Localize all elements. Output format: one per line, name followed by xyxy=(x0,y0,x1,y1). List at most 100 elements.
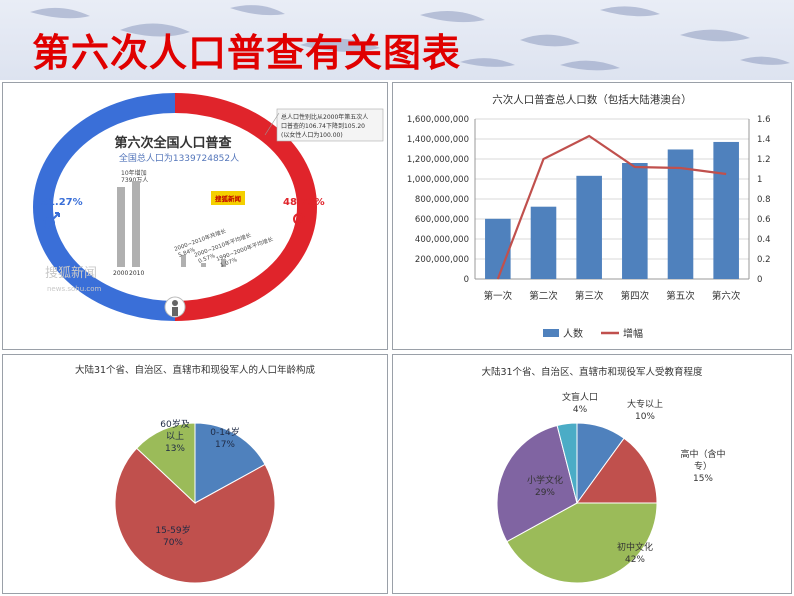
pie-label: 专） xyxy=(694,460,712,472)
callout-line1: 总人口性别比从2000年第五次人 xyxy=(281,113,368,121)
bar xyxy=(713,141,739,279)
x-tick-label: 第四次 xyxy=(621,290,650,302)
pie-slice xyxy=(135,422,196,505)
y-left-tick: 1,200,000,000 xyxy=(407,155,469,165)
growth-line xyxy=(496,134,727,280)
y-right-tick: 0.8 xyxy=(757,195,771,205)
bar-2010 xyxy=(132,181,140,267)
y-left-tick: 1,400,000,000 xyxy=(407,135,469,145)
y-right-tick: 1.6 xyxy=(757,115,771,125)
female-percentage: 48.73% xyxy=(283,197,325,208)
pie-slice xyxy=(194,422,266,504)
legend-label-line: 增幅 xyxy=(623,327,643,340)
bar xyxy=(576,175,602,279)
y-left-tick: 400,000,000 xyxy=(415,235,469,245)
pie-percent: 10% xyxy=(635,412,655,422)
y-right-tick: 1 xyxy=(757,175,762,185)
infographic-subheading: 全国总人口为1339724852人 xyxy=(119,152,239,164)
y-right-tick: 0.4 xyxy=(757,235,771,245)
pie-slice xyxy=(576,437,658,504)
census-infographic: 第六次全国人口普查 全国总人口为1339724852人 10年增加 7390万人… xyxy=(33,93,384,321)
pie-label: 小学文化 xyxy=(527,474,563,486)
callout-line3: (以女性人口为100.00) xyxy=(281,131,343,139)
pie-percent: 4% xyxy=(573,405,588,415)
rate-value-1: 5.84% xyxy=(178,247,196,259)
y-left-tick: 1,600,000,000 xyxy=(407,115,469,125)
legend-label-bars: 人数 xyxy=(563,327,583,340)
y-left-tick: 800,000,000 xyxy=(415,195,469,205)
bar-2000 xyxy=(117,187,125,267)
bar-year-2000: 2000 xyxy=(113,270,128,277)
census-infographic-panel: 第六次全国人口普查 全国总人口为1339724852人 10年增加 7390万人… xyxy=(2,82,388,350)
infographic-heading: 第六次全国人口普查 xyxy=(114,135,232,151)
pie-label: 文盲人口 xyxy=(562,391,598,403)
pie-label: 初中文化 xyxy=(617,541,653,553)
education-panel: 大陆31个省、自治区、直辖市和现役军人受教育程度 大专以上 10% 高中（含中 专） 1… xyxy=(392,354,792,594)
pie-label: 以上 xyxy=(166,431,184,442)
rate-value-2: 0.57% xyxy=(198,253,216,265)
callout-box xyxy=(276,108,384,142)
bar xyxy=(530,206,557,279)
y-left-tick: 600,000,000 xyxy=(415,215,469,225)
age-structure-panel: 大陆31个省、自治区、直辖市和现役军人的人口年龄构成 0-14岁 17% 15-59… xyxy=(2,354,388,594)
education-chart-title: 大陆31个省、自治区、直辖市和现役军人受教育程度 xyxy=(481,366,703,378)
rate-bar-1 xyxy=(181,255,186,267)
pie-label: 高中（含中 xyxy=(680,448,725,460)
male-symbol-icon xyxy=(43,212,60,229)
population-chart-panel: 六次人口普查总人口数（包括大陆港澳台） 0 200,000,000 400,000,… xyxy=(392,82,792,350)
watermark: 搜狐新闻 xyxy=(45,265,97,281)
pie-percent: 17% xyxy=(215,440,235,450)
pie-percent: 42% xyxy=(625,555,645,565)
news-badge xyxy=(211,191,245,205)
rate-value-3: 1.07% xyxy=(220,257,238,269)
education-pie: 大陆31个省、自治区、直辖市和现役军人受教育程度 大专以上 10% 高中（含中专） 1… xyxy=(481,366,726,584)
age-chart-title: 大陆31个省、自治区、直辖市和现役军人的人口年龄构成 xyxy=(75,364,316,376)
x-tick-label: 第二次 xyxy=(529,290,558,302)
x-tick-label: 第六次 xyxy=(712,290,741,302)
female-arc xyxy=(174,93,317,321)
pie-slice xyxy=(114,447,276,584)
legend-swatch-bars xyxy=(543,329,559,337)
page-title: 第六次人口普查有关图表 xyxy=(32,31,462,75)
pie-label: 大专以上 xyxy=(627,398,663,410)
y-right-tick: 0.6 xyxy=(757,215,771,225)
y-left-tick: 1,000,000,000 xyxy=(407,175,469,185)
pie-percent: 13% xyxy=(165,444,185,454)
population-combo-chart: 六次人口普查总人口数（包括大陆港澳台） 0 200,000,000 400,000,… xyxy=(407,93,771,340)
pie-slice xyxy=(556,422,578,504)
bar xyxy=(667,149,694,279)
pie-slice xyxy=(506,502,658,584)
bar-label-line2: 7390万人 xyxy=(121,177,148,184)
female-symbol-icon xyxy=(293,213,305,233)
bar-year-2010: 2010 xyxy=(129,270,144,277)
watermark-url: news.sohu.com xyxy=(47,285,101,293)
bar-label-line1: 10年增加 xyxy=(121,169,147,177)
y-right-tick: 1.2 xyxy=(757,155,771,165)
male-percentage: 51.27% xyxy=(41,197,83,208)
x-tick-label: 第一次 xyxy=(484,290,513,302)
header-banner: 第六次人口普查有关图表 xyxy=(0,0,794,80)
pie-label: 0-14岁 xyxy=(210,426,239,438)
pie-slice xyxy=(496,424,578,543)
bar xyxy=(622,162,648,279)
pie-percent: 70% xyxy=(163,538,183,548)
person-icon xyxy=(164,296,186,318)
decorative-pattern xyxy=(30,5,790,71)
y-left-tick: 200,000,000 xyxy=(415,255,469,265)
chart-title: 六次人口普查总人口数（包括大陆港澳台） xyxy=(492,93,692,106)
y-left-tick: 0 xyxy=(464,275,469,285)
news-badge-text: 搜狐新闻 xyxy=(215,194,242,203)
x-tick-label: 第三次 xyxy=(575,290,604,302)
rate-bar-2 xyxy=(201,263,206,267)
rate-bar-3 xyxy=(221,259,226,267)
age-structure-pie: 大陆31个省、自治区、直辖市和现役军人的人口年龄构成 0-14岁 17% 15-59… xyxy=(75,364,316,584)
male-arc xyxy=(33,93,176,321)
pie-percent: 15% xyxy=(693,474,713,484)
callout-line2: 口普查的106.74下降到105.20 xyxy=(281,122,365,130)
pie-label: 15-59岁 xyxy=(155,524,190,536)
y-right-tick: 0.2 xyxy=(757,255,771,265)
y-right-tick: 1.4 xyxy=(757,135,771,145)
y-right-tick: 0 xyxy=(757,275,762,285)
pie-label: 60岁及 xyxy=(160,418,189,430)
pie-percent: 29% xyxy=(535,488,555,498)
